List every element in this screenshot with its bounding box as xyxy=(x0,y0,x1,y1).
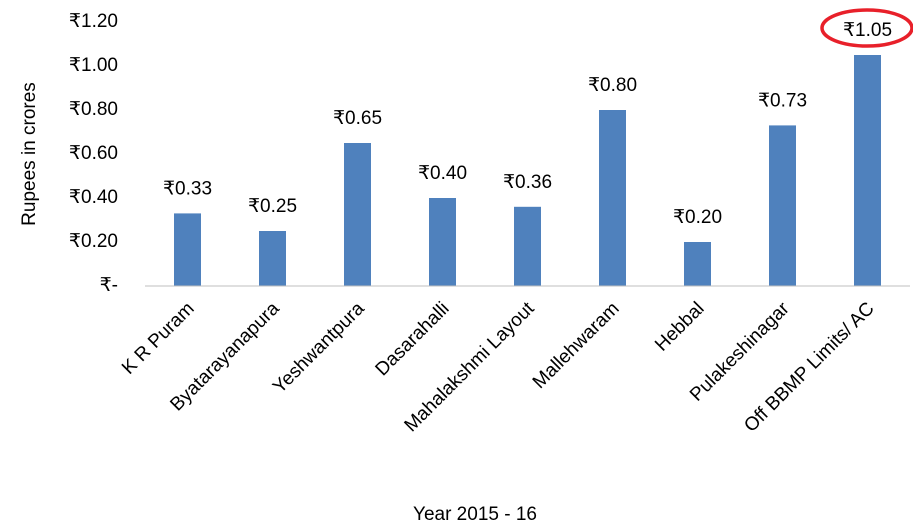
y-tick-label: ₹1.20 xyxy=(69,11,118,32)
value-label: ₹0.36 xyxy=(503,172,552,193)
bar xyxy=(174,213,201,286)
bar xyxy=(684,242,711,286)
value-label: ₹0.80 xyxy=(588,75,637,96)
highlight-circle xyxy=(820,8,913,48)
y-tick-label: ₹0.40 xyxy=(69,187,118,208)
value-label: ₹1.05 xyxy=(843,20,892,41)
value-label: ₹0.25 xyxy=(248,196,297,217)
bar xyxy=(514,206,541,286)
value-label: ₹0.20 xyxy=(673,207,722,228)
y-tick-label: ₹0.80 xyxy=(69,99,118,120)
y-tick-label: ₹- xyxy=(100,275,118,296)
x-axis-label: Year 2015 - 16 xyxy=(413,504,537,525)
x-tick-label: Hebbal xyxy=(651,298,708,355)
y-tick-label: ₹1.00 xyxy=(69,55,118,76)
x-tick-label: Dasarahalli xyxy=(372,298,454,380)
x-tick-label: Mallehwaram xyxy=(529,298,624,393)
x-tick-label: K R Puram xyxy=(118,298,199,379)
y-tick-label: ₹0.60 xyxy=(69,143,118,164)
bar xyxy=(429,198,456,286)
bar xyxy=(769,125,796,287)
value-label: ₹0.65 xyxy=(333,108,382,129)
value-label: ₹0.73 xyxy=(758,90,807,111)
y-axis-label: Rupees in crores xyxy=(19,82,40,226)
y-tick-label: ₹0.20 xyxy=(69,231,118,252)
bar xyxy=(854,55,881,286)
value-label: ₹0.40 xyxy=(418,163,467,184)
bar xyxy=(344,143,371,286)
value-label: ₹0.33 xyxy=(163,178,212,199)
x-tick-label: Yeshwantpura xyxy=(269,298,369,398)
bar xyxy=(259,231,286,286)
bar xyxy=(599,110,626,286)
